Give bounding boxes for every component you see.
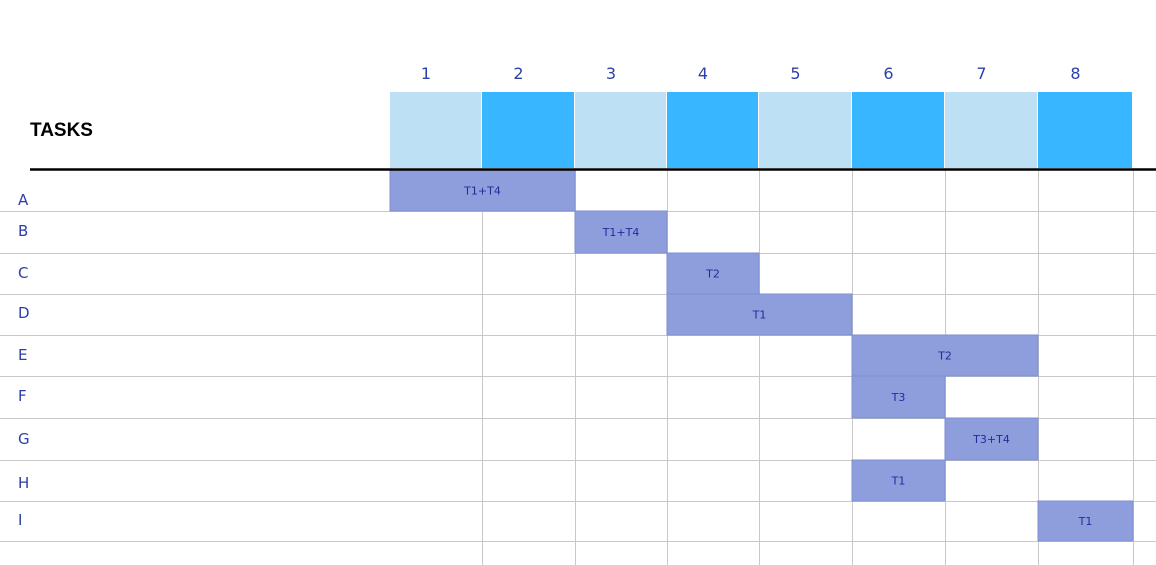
column-label: 8 xyxy=(1070,64,1080,83)
task-bar-label: T3+T4 xyxy=(972,433,1010,446)
task-row-label: G xyxy=(18,430,30,448)
task-bar xyxy=(851,334,1039,377)
task-bar-label: T1 xyxy=(1078,515,1093,528)
task-row-label: E xyxy=(18,346,27,364)
task-bar-label: T1+T4 xyxy=(463,185,501,198)
task-bar xyxy=(666,293,853,336)
task-bar-label: T1 xyxy=(752,309,767,322)
task-bar xyxy=(389,169,576,212)
task-bar xyxy=(851,459,946,502)
task-bar-label: T3 xyxy=(891,391,906,404)
task-bar-label: T2 xyxy=(937,350,952,363)
column-header-cell xyxy=(482,92,574,168)
task-bar-label: T1 xyxy=(891,475,906,488)
labels: 1 2 3 4 5 6 7 8 A T1+T4 B T1+T4 C T2 D T1 E T2 F T3 G T3+T4 H T… xyxy=(18,64,1092,529)
column-header-cell xyxy=(390,92,481,168)
column-header-cell xyxy=(945,92,1037,168)
task-row-label: A xyxy=(18,191,29,209)
column-header-cell xyxy=(852,92,944,168)
task-row-label: H xyxy=(18,474,29,492)
task-bars xyxy=(389,169,1134,542)
task-bar-label: T2 xyxy=(705,268,720,281)
column-label: 2 xyxy=(513,64,523,83)
task-bar xyxy=(666,252,760,295)
column-label: 3 xyxy=(606,64,616,83)
task-bar xyxy=(851,375,946,419)
tasks-header: TASKS xyxy=(30,120,93,141)
column-label: 7 xyxy=(976,64,986,83)
task-bar xyxy=(1037,500,1134,542)
task-row-label: I xyxy=(18,511,22,529)
column-header-cell xyxy=(759,92,851,168)
task-row-label: B xyxy=(18,222,28,240)
column-header-cell xyxy=(575,92,666,168)
column-header-cells xyxy=(390,92,1132,168)
task-bar xyxy=(574,210,668,254)
column-label: 6 xyxy=(883,64,893,83)
task-bar-label: T1+T4 xyxy=(602,226,640,239)
column-label: 5 xyxy=(790,64,800,83)
column-header-cell xyxy=(667,92,758,168)
task-row-label: D xyxy=(18,304,30,322)
task-row-label: F xyxy=(18,387,27,405)
task-row-label: C xyxy=(18,264,28,282)
column-header-cell xyxy=(1038,92,1132,168)
column-label: 4 xyxy=(698,64,708,83)
column-label: 1 xyxy=(421,64,431,83)
task-bar xyxy=(944,417,1039,461)
